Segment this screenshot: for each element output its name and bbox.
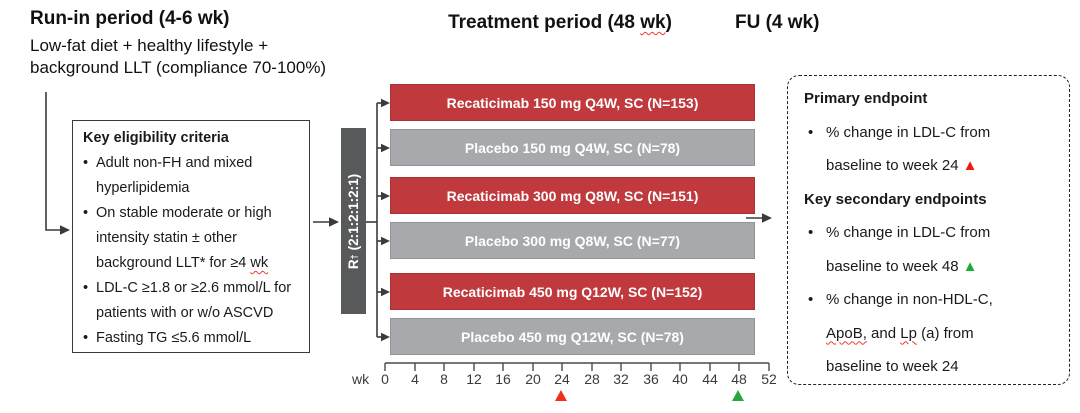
week-48-green-triangle-icon xyxy=(732,390,744,401)
week-24-red-triangle-icon xyxy=(555,390,567,401)
week-tick-label: 16 xyxy=(495,371,511,387)
randomization-label: R † (2:1:2:1:2:1) xyxy=(346,173,361,270)
bullet-icon: • xyxy=(808,224,814,241)
arm-recaticimab-450-q12w: Recaticimab 450 mg Q12W, SC (N=152) xyxy=(390,273,755,310)
week-tick-label: 36 xyxy=(643,371,659,387)
secondary-endpoint-item: • % change in non-HDL-C, xyxy=(804,283,1057,317)
arm-placebo-450-q12w: Placebo 450 mg Q12W, SC (N=78) xyxy=(390,318,755,355)
randomization-r-text: R xyxy=(346,259,361,270)
randomization-bar xyxy=(341,128,366,314)
eligibility-item-continuation: background LLT* for ≥4 wk xyxy=(83,251,301,276)
eligibility-item: • Fasting TG ≤5.6 mmol/L xyxy=(83,326,301,351)
endpoint-text: baseline to week 48 xyxy=(826,257,959,275)
week-tick-label: 48 xyxy=(731,371,747,387)
run-in-elbow-connector xyxy=(45,92,61,231)
primary-endpoint-title: Primary endpoint xyxy=(804,90,928,107)
eligibility-item-text: LDL-C ≥1.8 or ≥2.6 mmol/L for xyxy=(96,280,292,296)
secondary-endpoint-item-continuation: baseline to week 48 ▲ xyxy=(804,250,1057,284)
bullet-icon: • xyxy=(808,123,814,141)
eligibility-item-text: intensity statin ± other xyxy=(96,230,237,246)
primary-endpoint-item: • % change in LDL-C from xyxy=(804,116,1057,150)
endpoint-text: baseline to week 24 xyxy=(826,157,959,174)
treatment-title-wavy-text: wk xyxy=(640,12,666,33)
eligibility-item-text: Fasting TG ≤5.6 mmol/L xyxy=(96,330,252,346)
week-tick-label: 8 xyxy=(440,371,448,387)
eligibility-box: Key eligibility criteria • Adult non-FH a… xyxy=(72,120,310,353)
eligibility-item-text: Adult non-FH and mixed xyxy=(96,155,253,171)
arm-recaticimab-300-q8w: Recaticimab 300 mg Q8W, SC (N=151) xyxy=(390,177,755,214)
treatment-title-paren: ) xyxy=(665,12,672,33)
secondary-endpoint-item: • % change in LDL-C from xyxy=(804,216,1057,250)
bullet-icon: • xyxy=(83,280,89,296)
eligibility-item-text: patients with or w/o ASCVD xyxy=(96,305,274,321)
eligibility-item: • LDL-C ≥1.8 or ≥2.6 mmol/L for xyxy=(83,276,301,301)
eligibility-item-continuation: hyperlipidemia xyxy=(83,176,301,201)
eligibility-item: • On stable moderate or high xyxy=(83,201,301,226)
secondary-endpoint-item-continuation: ApoB, and Lp (a) from xyxy=(804,317,1057,351)
endpoint-text: (a) from xyxy=(916,324,974,342)
week-tick-label: 52 xyxy=(761,371,777,387)
bullet-icon: • xyxy=(83,155,89,171)
week-tick-label: 24 xyxy=(554,371,570,387)
week-axis-unit-label: wk xyxy=(352,371,370,387)
week-tick-label: 0 xyxy=(381,371,389,387)
week-tick-label: 4 xyxy=(411,371,419,387)
endpoint-text: % change in LDL-C from xyxy=(826,123,991,141)
arm-recaticimab-150-q4w: Recaticimab 150 mg Q4W, SC (N=153) xyxy=(390,84,755,121)
treatment-title-text: Treatment period (48 xyxy=(448,12,641,33)
red-triangle-icon: ▲ xyxy=(962,157,978,174)
week-axis-ruler xyxy=(384,362,770,371)
secondary-endpoints-title: Key secondary endpoints xyxy=(804,190,987,208)
eligibility-item-continuation: intensity statin ± other xyxy=(83,226,301,251)
endpoints-box: Primary endpoint • % change in LDL-C from… xyxy=(787,75,1070,385)
primary-endpoint-item-continuation: baseline to week 24 ▲ xyxy=(804,149,1057,183)
treatment-period-title: Treatment period (48 wk) xyxy=(420,12,700,34)
endpoint-text: baseline to week 24 xyxy=(826,358,959,375)
bullet-icon: • xyxy=(83,330,89,346)
eligibility-item-text: hyperlipidemia xyxy=(96,180,190,196)
week-tick-label: 40 xyxy=(672,371,688,387)
endpoint-text: % change in non-HDL-C, xyxy=(826,291,993,308)
bullet-icon: • xyxy=(808,291,814,308)
week-tick-label: 12 xyxy=(466,371,482,387)
bullet-icon: • xyxy=(83,205,89,221)
eligibility-item-text: background LLT* for ≥4 xyxy=(96,255,251,271)
green-triangle-icon: ▲ xyxy=(962,257,978,275)
eligibility-item: • Adult non-FH and mixed xyxy=(83,151,301,176)
eligibility-item-wavy-text: wk xyxy=(250,255,269,271)
secondary-endpoint-item-continuation: baseline to week 24 xyxy=(804,350,1057,384)
week-tick-label: 44 xyxy=(702,371,718,387)
endpoint-text: % change in LDL-C from xyxy=(826,224,991,241)
run-in-subtitle-line-2: background LLT (compliance 70-100%) xyxy=(30,58,327,77)
eligibility-item-continuation: patients with or w/o ASCVD xyxy=(83,301,301,326)
run-in-period-title: Run-in period (4-6 wk) xyxy=(30,8,230,29)
endpoint-text: and xyxy=(866,324,901,342)
endpoint-wavy-text: ApoB, xyxy=(826,324,867,342)
week-tick-label: 20 xyxy=(525,371,541,387)
arm-placebo-300-q8w: Placebo 300 mg Q8W, SC (N=77) xyxy=(390,222,755,259)
arm-placebo-150-q4w: Placebo 150 mg Q4W, SC (N=78) xyxy=(390,129,755,166)
eligibility-item-text: On stable moderate or high xyxy=(96,205,272,221)
randomization-ratio-text: (2:1:2:1:2:1) xyxy=(346,173,361,251)
week-tick-label: 32 xyxy=(613,371,629,387)
eligibility-title: Key eligibility criteria xyxy=(83,130,229,146)
week-tick-label: 28 xyxy=(584,371,600,387)
fu-period-title: FU (4 wk) xyxy=(735,12,820,33)
run-in-subtitle-line-1: Low-fat diet + healthy lifestyle + xyxy=(30,36,269,55)
endpoint-wavy-text: Lp xyxy=(900,324,917,342)
